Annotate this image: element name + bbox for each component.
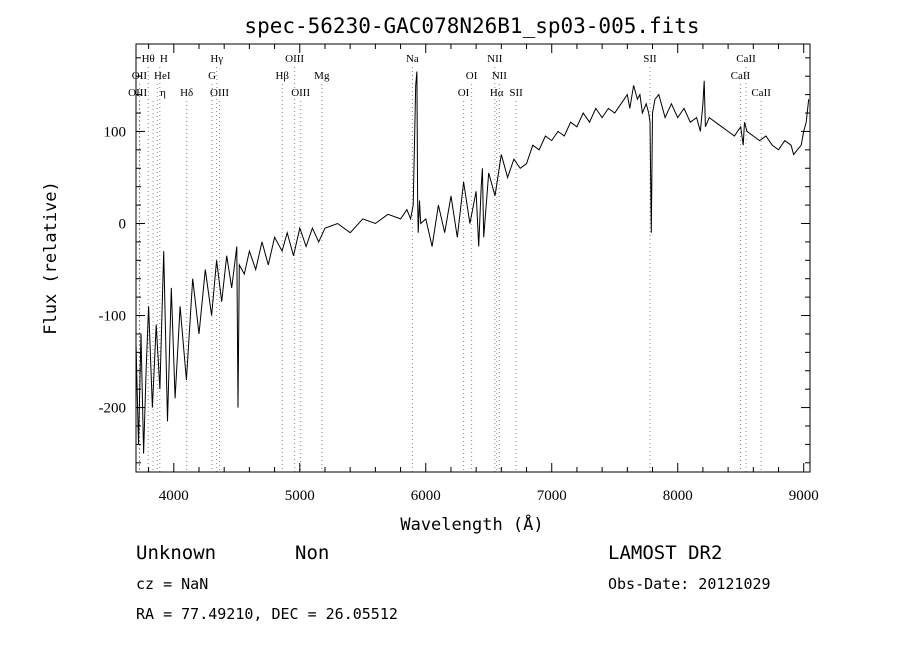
line-label-η: η [160, 87, 166, 99]
spectral-class: Unknown [136, 542, 216, 564]
line-label-caii: CaII [736, 53, 756, 65]
plot-area [135, 71, 810, 454]
line-label-hγ: Hγ [210, 53, 223, 65]
line-label-oi: OI [466, 70, 478, 82]
spectral-line-markers [138, 67, 762, 472]
survey-name: LAMOST DR2 [608, 542, 722, 564]
line-label-na: Na [406, 53, 419, 65]
line-label-oiii: OIII [210, 87, 229, 99]
y-tick-label: -200 [99, 401, 127, 417]
x-axis-ticks: 4000 5000 6000 7000 8000 9000 [148, 44, 819, 504]
line-label-hα: Hα [490, 87, 504, 99]
x-tick-label: 7000 [537, 488, 567, 504]
line-label-g: G [208, 70, 216, 82]
x-tick-label: 9000 [789, 488, 819, 504]
line-label-sii: SII [643, 53, 657, 65]
line-label-oi: OI [458, 87, 470, 99]
line-label-nii: NII [487, 53, 503, 65]
line-label-sii: SII [509, 87, 523, 99]
chart-title: spec-56230-GAC078N26B1_sp03-005.fits [244, 14, 699, 38]
x-tick-label: 4000 [159, 488, 189, 504]
line-label-oiii: OIII [128, 87, 147, 99]
spectrum-line [135, 71, 810, 454]
line-label-oiii: OIII [285, 53, 304, 65]
observation-date: Obs-Date: 20121029 [608, 575, 771, 593]
plot-frame [135, 43, 811, 473]
line-label-nii: NII [492, 70, 508, 82]
y-tick-label: -100 [99, 309, 127, 325]
x-tick-label: 5000 [285, 488, 315, 504]
x-axis-label: Wavelength (Å) [400, 513, 543, 535]
x-tick-label: 8000 [663, 488, 693, 504]
redshift-cz: cz = NaN [136, 575, 208, 593]
y-axis-label: Flux (relative) [41, 181, 61, 335]
line-label-hθ: Hθ [142, 53, 155, 65]
line-label-h: H [160, 53, 168, 65]
line-label-mg: Mg [314, 70, 330, 82]
line-label-hβ: Hβ [275, 70, 289, 82]
line-label-oiii: OIII [291, 87, 310, 99]
spectral-subclass: Non [295, 542, 329, 564]
y-axis-ticks: -200 -100 0 100 [99, 57, 810, 464]
y-tick-label: 100 [104, 124, 127, 140]
ra-dec-coordinates: RA = 77.49210, DEC = 26.05512 [136, 605, 398, 623]
line-label-caii: CaII [731, 70, 751, 82]
line-label-hδ: Hδ [180, 87, 193, 99]
y-tick-label: 0 [119, 216, 127, 232]
line-label-caii: CaII [751, 87, 771, 99]
x-tick-label: 6000 [411, 488, 441, 504]
line-label-hei: HeI [154, 70, 171, 82]
